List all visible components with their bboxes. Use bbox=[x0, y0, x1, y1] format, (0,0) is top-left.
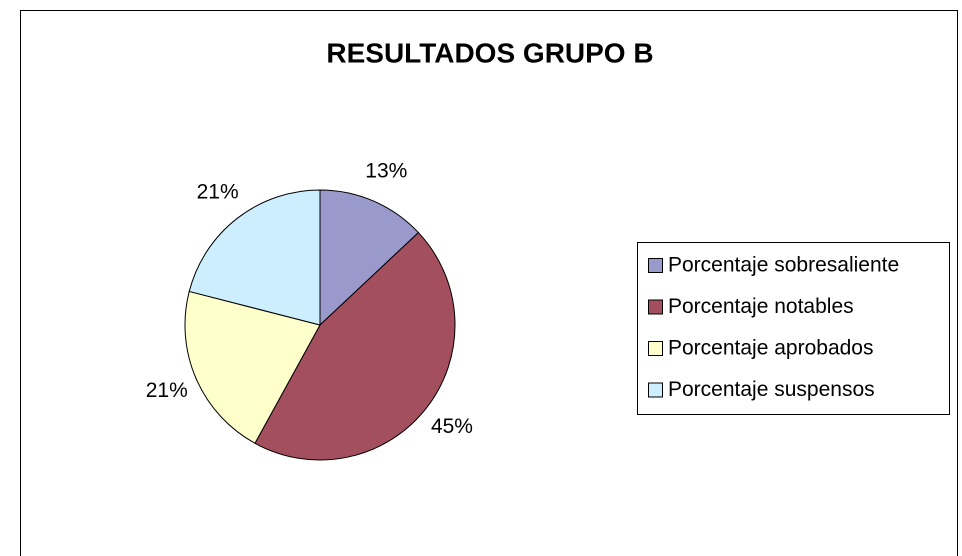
legend-box bbox=[637, 242, 950, 415]
pie-slice bbox=[254, 231, 456, 461]
chart-title: RESULTADOS GRUPO B bbox=[326, 37, 653, 68]
legend-swatch bbox=[648, 299, 663, 315]
data-label: 21% bbox=[146, 379, 188, 402]
legend-swatch bbox=[648, 382, 663, 398]
legend-swatch bbox=[648, 258, 663, 273]
pie-slice bbox=[184, 290, 321, 444]
legend-label: Porcentaje notables bbox=[668, 295, 854, 318]
data-label: 13% bbox=[365, 159, 407, 182]
legend-label: Porcentaje sobresaliente bbox=[668, 254, 899, 277]
legend-label: Porcentaje suspensos bbox=[668, 378, 875, 401]
data-label: 45% bbox=[431, 415, 473, 438]
pie-slice bbox=[319, 189, 420, 327]
data-label: 21% bbox=[197, 181, 239, 204]
pie-slice bbox=[188, 189, 321, 326]
legend-swatch bbox=[648, 341, 663, 356]
legend-label: Porcentaje aprobados bbox=[668, 337, 873, 360]
